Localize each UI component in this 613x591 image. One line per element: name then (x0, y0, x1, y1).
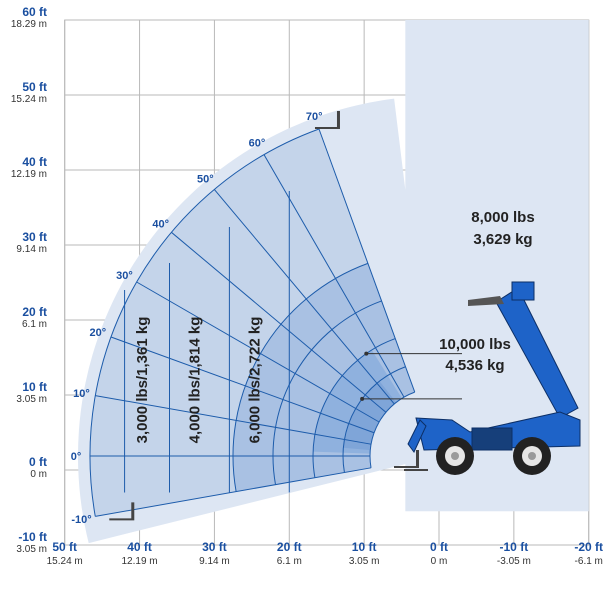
angle-line (95, 395, 372, 445)
angle-line (110, 336, 375, 434)
angle-line (318, 128, 416, 393)
y-tick-label-ft: 60 ft (22, 5, 47, 19)
x-tick-label-ft: -10 ft (500, 540, 529, 554)
capacity-callout-sublabel: 4,536 kg (445, 357, 504, 374)
capacity-callout-sublabel: 3,629 kg (473, 231, 532, 248)
capacity-callout-label: 8,000 lbs (471, 209, 534, 226)
angle-label: 20° (90, 327, 107, 339)
x-tick-label-m: 0 m (431, 556, 448, 567)
angle-label: 30° (116, 270, 133, 282)
x-tick-label-ft: 50 ft (52, 540, 77, 554)
boom-carriage (511, 281, 535, 301)
telehandler-machine (109, 110, 581, 521)
y-tick-label-ft: 0 ft (29, 455, 47, 469)
x-tick-label-m: 3.05 m (349, 556, 380, 567)
x-tick-label-m: 12.19 m (121, 556, 157, 567)
y-tick-label-m: 0 m (30, 469, 47, 480)
angle-label: 50° (197, 174, 214, 186)
angle-line (95, 467, 372, 517)
y-tick-label-m: 18.29 m (11, 19, 47, 30)
angle-line (171, 231, 387, 413)
fork-icon (314, 110, 340, 129)
angle-label: 10° (73, 388, 90, 400)
angle-label: 60° (249, 137, 266, 149)
x-tick-label-ft: 10 ft (352, 540, 377, 554)
wheel-center (528, 452, 536, 460)
angle-label: 40° (152, 218, 169, 230)
x-tick-label-m: 9.14 m (199, 556, 230, 567)
x-tick-label-m: 6.1 m (277, 556, 302, 567)
capacity-zones (90, 128, 415, 517)
y-tick-label-m: 12.19 m (11, 169, 47, 180)
y-tick-label-ft: -10 ft (18, 530, 47, 544)
front-attachment (407, 419, 427, 453)
x-tick-label-ft: 30 ft (202, 540, 227, 554)
y-tick-label-m: 9.14 m (16, 244, 47, 255)
capacity-callout-label: 10,000 lbs (439, 336, 511, 353)
y-tick-label-m: 3.05 m (16, 394, 47, 405)
angle-lines (89, 128, 462, 517)
y-tick-label-m: 6.1 m (22, 319, 47, 330)
capacity-zone-label: 6,000 lbs/2,722 kg (246, 317, 263, 444)
wheel-center (451, 452, 459, 460)
angle-line (213, 189, 395, 405)
angle-line (263, 154, 405, 398)
x-tick-label-ft: 0 ft (430, 540, 448, 554)
angle-label: 0° (71, 451, 82, 463)
y-tick-label-ft: 50 ft (22, 80, 47, 94)
angle-label: 70° (306, 111, 323, 123)
capacity-zone-label: 4,000 lbs/1,814 kg (186, 317, 203, 444)
boom (495, 287, 579, 419)
y-tick-label-ft: 30 ft (22, 230, 47, 244)
load-arc (369, 391, 415, 468)
y-tick-label-m: 15.24 m (11, 94, 47, 105)
y-tick-label-ft: 10 ft (22, 380, 47, 394)
y-tick-label-ft: 20 ft (22, 305, 47, 319)
angle-label: -10° (71, 514, 91, 526)
boom-head (468, 296, 504, 306)
capacity-zone (313, 349, 402, 454)
x-tick-label-ft: 20 ft (277, 540, 302, 554)
cab (471, 427, 513, 451)
fork-icon (109, 502, 135, 521)
angle-line (136, 281, 380, 423)
x-tick-label-ft: 40 ft (127, 540, 152, 554)
x-tick-label-m: 15.24 m (47, 556, 83, 567)
capacity-zone-label: 3,000 lbs/1,361 kg (134, 317, 151, 444)
y-tick-label-m: 3.05 m (16, 544, 47, 555)
x-tick-label-m: -6.1 m (575, 556, 603, 567)
x-tick-label-m: -3.05 m (497, 556, 531, 567)
y-tick-label-ft: 40 ft (22, 155, 47, 169)
load-arc (89, 128, 320, 517)
x-tick-label-ft: -20 ft (574, 540, 603, 554)
fork-icon (394, 450, 419, 468)
